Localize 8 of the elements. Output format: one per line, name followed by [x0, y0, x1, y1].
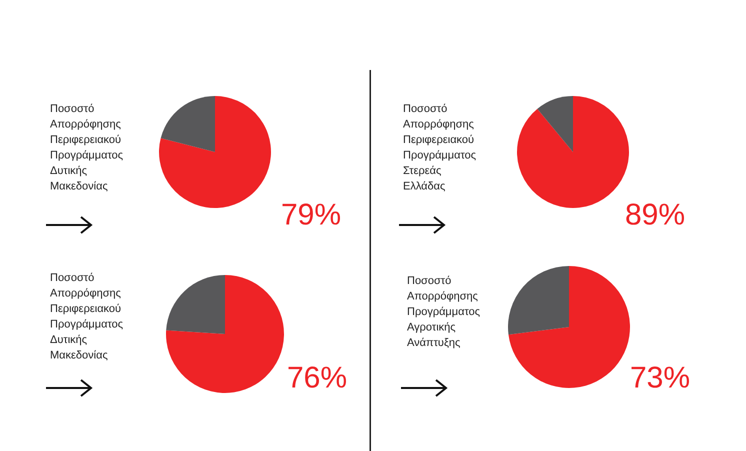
text: Ποσοστό Απορρόφησης Περιφερειακού Προγράμματος Δυτικής Μακεδονίας	[50, 102, 124, 192]
text: Ποσοστό Απορρόφησης Περιφερειακού Προγράμματος Δυτικής Μακεδονίας	[50, 272, 124, 362]
data-label: 73%	[630, 362, 690, 394]
data-label: 79%	[281, 198, 342, 232]
data-label: 89%	[625, 198, 686, 232]
text: Ποσοστό Απορρόφησης Περιφερειακού Προγράμματος Στερεάς Ελλάδας	[403, 102, 476, 192]
text: Ποσοστό Απορρόφησης Προγράμματος Αγροτικής Ανάπτυξης	[407, 274, 480, 349]
data-label: 76%	[287, 362, 348, 394]
